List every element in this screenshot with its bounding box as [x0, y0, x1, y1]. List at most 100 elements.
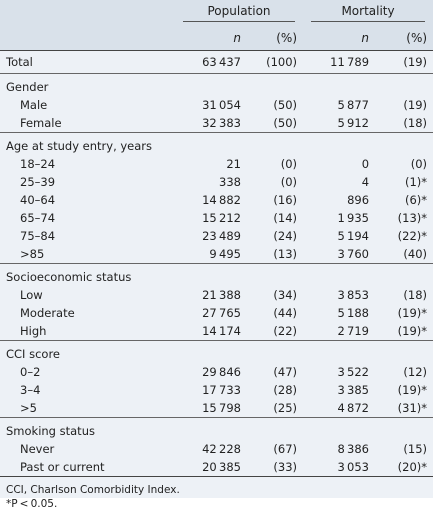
- section: Socioeconomic status Low 21 388 (34) 3 853 (1…: [0, 263, 433, 341]
- cell: (16): [273, 193, 298, 207]
- row-label: Never: [20, 442, 55, 456]
- cell: (0): [280, 175, 298, 189]
- cell: (0): [410, 157, 428, 171]
- cell: 2 719: [337, 324, 370, 338]
- cell: (19): [403, 55, 428, 69]
- cell: (40): [403, 247, 428, 261]
- data-row: >5 15 798 (25) 4 872 (31)*: [0, 399, 433, 418]
- row-label: Male: [20, 98, 48, 112]
- data-row: 65–74 15 212 (14) 1 935 (13)*: [0, 209, 433, 227]
- section: Smoking status Never 42 228 (67) 8 386 (15) Pa…: [0, 417, 433, 477]
- cell: (19)*: [397, 324, 428, 338]
- cell: 31 054: [202, 98, 241, 112]
- subheader-row: n (%) n (%): [0, 25, 433, 51]
- section-title: Age at study entry, years: [6, 139, 153, 153]
- subheader: (%): [276, 30, 298, 45]
- cell: 14 174: [202, 324, 241, 338]
- cell: (13): [273, 247, 298, 261]
- section-title: Socioeconomic status: [6, 270, 132, 284]
- cell: 42 228: [202, 442, 241, 456]
- group-label: Mortality: [311, 4, 426, 22]
- section-title: Smoking status: [6, 424, 95, 438]
- cell: (19): [403, 98, 428, 112]
- section: Gender Male 31 054 (50) 5 877 (19) Female 32 38…: [0, 73, 433, 133]
- row-label: 18–24: [20, 157, 56, 171]
- row-label: 3–4: [20, 383, 41, 397]
- subheader: n: [361, 30, 370, 45]
- data-row: 25–39 338 (0) 4 (1)*: [0, 173, 433, 191]
- cell: (67): [273, 442, 298, 456]
- section-header-row: CCI score: [0, 341, 433, 364]
- cell: 5 912: [337, 116, 370, 130]
- cell: (0): [280, 157, 298, 171]
- data-row: High 14 174 (22) 2 719 (19)*: [0, 322, 433, 341]
- row-label: >85: [20, 247, 45, 261]
- data-row: Female 32 383 (50) 5 912 (18): [0, 114, 433, 133]
- cell: 4 872: [337, 401, 370, 415]
- cell: 3 385: [337, 383, 370, 397]
- section-header-row: Socioeconomic status: [0, 264, 433, 287]
- cell: (13)*: [397, 211, 428, 225]
- cell: (18): [403, 288, 428, 302]
- row-label: High: [20, 324, 47, 338]
- row-label: Past or current: [20, 460, 105, 474]
- cell: 5 877: [337, 98, 370, 112]
- row-label: 75–84: [20, 229, 56, 243]
- cell: 4: [361, 175, 370, 189]
- cell: 1 935: [337, 211, 370, 225]
- cell: (31)*: [397, 401, 428, 415]
- cell: (20)*: [397, 460, 428, 474]
- data-row: Moderate 27 765 (44) 5 188 (19)*: [0, 304, 433, 322]
- data-row: Past or current 20 385 (33) 3 053 (20)*: [0, 458, 433, 476]
- subheader: n: [233, 30, 241, 45]
- subheader: (%): [406, 30, 428, 45]
- row-label: 25–39: [20, 175, 56, 189]
- cell: 15 212: [202, 211, 241, 225]
- data-row: 40–64 14 882 (16) 896 (6)*: [0, 191, 433, 209]
- section: CCI score 0–2 29 846 (47) 3 522 (12) 3–4 17 733…: [0, 340, 433, 418]
- cell: 21: [226, 157, 241, 171]
- cell: 3 760: [337, 247, 370, 261]
- cell: 3 053: [337, 460, 370, 474]
- data-row: >85 9 495 (13) 3 760 (40): [0, 245, 433, 264]
- cell: 3 522: [337, 365, 370, 379]
- blank: [0, 25, 175, 51]
- cell: 3 853: [337, 288, 370, 302]
- footnotes: CCI, Charlson Comorbidity Index. *P < 0.0…: [0, 476, 433, 517]
- cell: 896: [347, 193, 370, 207]
- cell: (1)*: [404, 175, 428, 189]
- group-label: Population: [183, 4, 296, 22]
- cell: (33): [273, 460, 298, 474]
- row-label: Total: [6, 55, 33, 69]
- cell: 5 188: [337, 306, 370, 320]
- cell: 0: [361, 157, 370, 171]
- group-header: Mortality: [303, 0, 433, 25]
- cell: (22): [273, 324, 298, 338]
- section-header-row: Gender: [0, 74, 433, 97]
- footnote: CCI, Charlson Comorbidity Index.: [6, 484, 180, 496]
- section-title: Gender: [6, 80, 49, 94]
- cell: 27 765: [202, 306, 241, 320]
- cell: 9 495: [209, 247, 241, 261]
- row-label: 40–64: [20, 193, 56, 207]
- cell: (25): [273, 401, 298, 415]
- data-table: Population Mortality n (%) n (%) Total 63…: [0, 0, 433, 477]
- cell: (50): [273, 116, 298, 130]
- row-label: 0–2: [20, 365, 41, 379]
- total-section: Total 63 437 (100) 11 789 (19): [0, 50, 433, 74]
- row-label: Low: [20, 288, 43, 302]
- data-row: 75–84 23 489 (24) 5 194 (22)*: [0, 227, 433, 245]
- data-row: 0–2 29 846 (47) 3 522 (12): [0, 363, 433, 381]
- cell: (44): [273, 306, 298, 320]
- cell: (34): [273, 288, 298, 302]
- total-row: Total 63 437 (100) 11 789 (19): [0, 51, 433, 74]
- group-header: Population: [175, 0, 303, 25]
- cell: 17 733: [202, 383, 241, 397]
- cell: 23 489: [202, 229, 241, 243]
- data-row: 3–4 17 733 (28) 3 385 (19)*: [0, 381, 433, 399]
- cell: (12): [403, 365, 428, 379]
- row-label: Moderate: [20, 306, 75, 320]
- cell: 5 194: [337, 229, 370, 243]
- section: Age at study entry, years 18–24 21 (0) 0 (0) 2…: [0, 132, 433, 264]
